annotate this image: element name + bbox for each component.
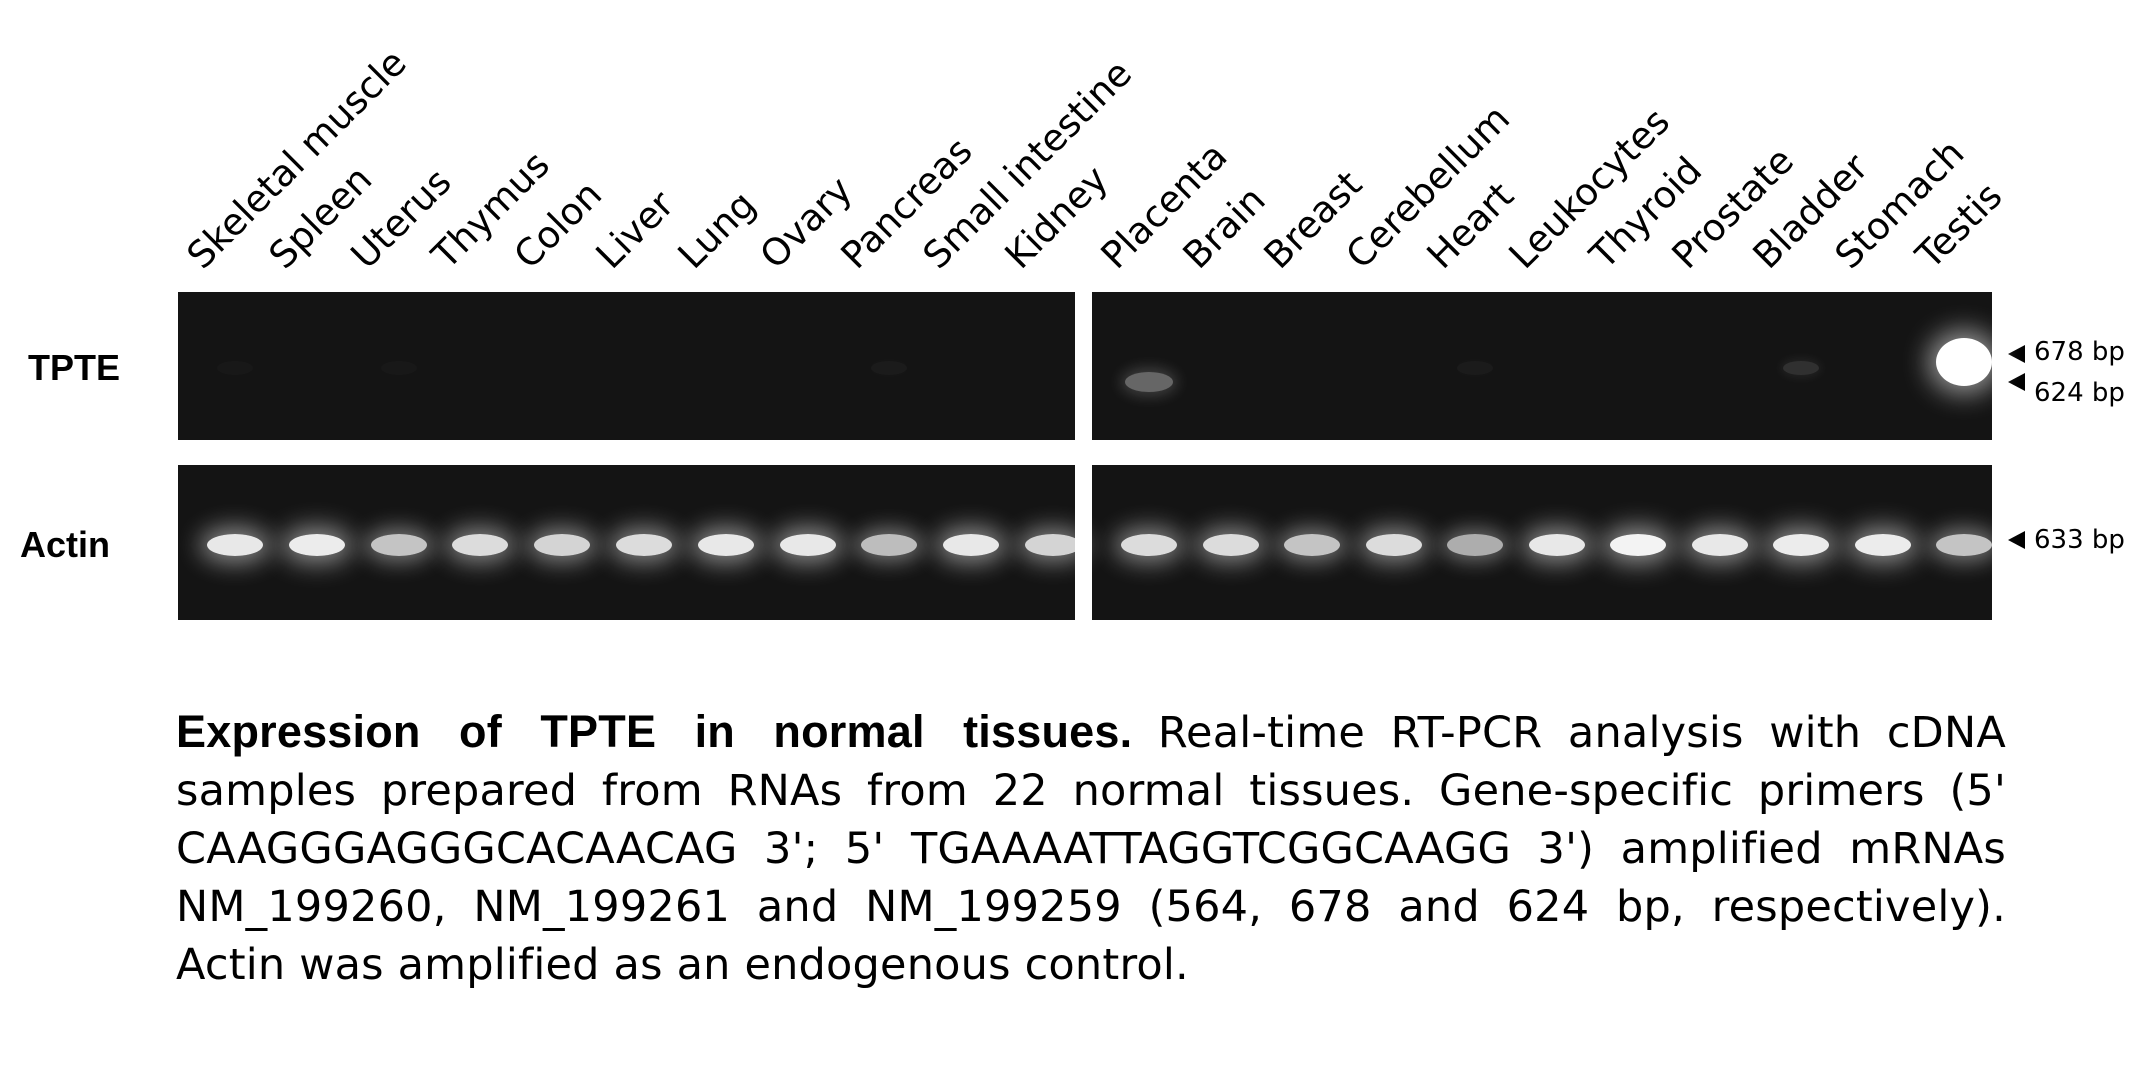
marker-633-label: 633 bp	[2034, 525, 2125, 555]
actin-band	[288, 534, 345, 556]
actin-band	[1691, 534, 1748, 556]
gel-figure: Skeletal muscle Spleen Uterus Thymus Colon Li…	[20, 41, 2125, 620]
actin-band	[207, 534, 263, 556]
lane-label: Lung	[669, 182, 764, 278]
actin-band	[616, 534, 672, 556]
actin-band	[861, 534, 918, 556]
actin-band	[697, 534, 754, 556]
actin-band	[1610, 534, 1666, 556]
lane-label: Ovary	[751, 168, 861, 278]
marker-678-label: 678 bp	[2034, 337, 2125, 367]
actin-band	[534, 534, 591, 556]
actin-band	[1854, 534, 1911, 556]
caption-lead: Expression of TPTE in normal tissues.	[176, 706, 1133, 757]
actin-band	[370, 534, 427, 556]
actin-band	[452, 534, 509, 556]
actin-band	[779, 534, 836, 556]
tpte-band	[1936, 338, 1992, 386]
actin-row-label: Actin	[20, 524, 110, 565]
tpte-gel-panel-right	[1092, 292, 1992, 440]
actin-band	[943, 534, 1000, 556]
actin-band	[1121, 534, 1177, 556]
tpte-band	[1783, 361, 1819, 375]
actin-band	[1025, 534, 1081, 556]
actin-band	[1284, 534, 1340, 556]
figure-caption: Expression of TPTE in normal tissues. Re…	[176, 703, 2006, 994]
tpte-band	[1457, 361, 1493, 375]
tpte-band	[217, 361, 253, 375]
actin-band	[1365, 534, 1422, 556]
actin-band	[1773, 534, 1829, 556]
tpte-row-label: TPTE	[28, 347, 121, 388]
actin-band	[1528, 534, 1585, 556]
marker-arrow-633	[2008, 531, 2025, 549]
actin-band	[1936, 534, 1992, 556]
marker-624-label: 624 bp	[2034, 378, 2125, 408]
caption-body: Real-time RT-PCR analysis with cDNA samp…	[176, 708, 2006, 990]
tpte-band	[381, 361, 417, 375]
marker-arrow-624	[2008, 373, 2025, 391]
actin-band	[1447, 534, 1503, 556]
tpte-band	[1125, 372, 1173, 392]
tpte-gel-panel-left	[178, 292, 1075, 440]
marker-arrow-678	[2008, 345, 2025, 363]
actin-band	[1202, 534, 1259, 556]
